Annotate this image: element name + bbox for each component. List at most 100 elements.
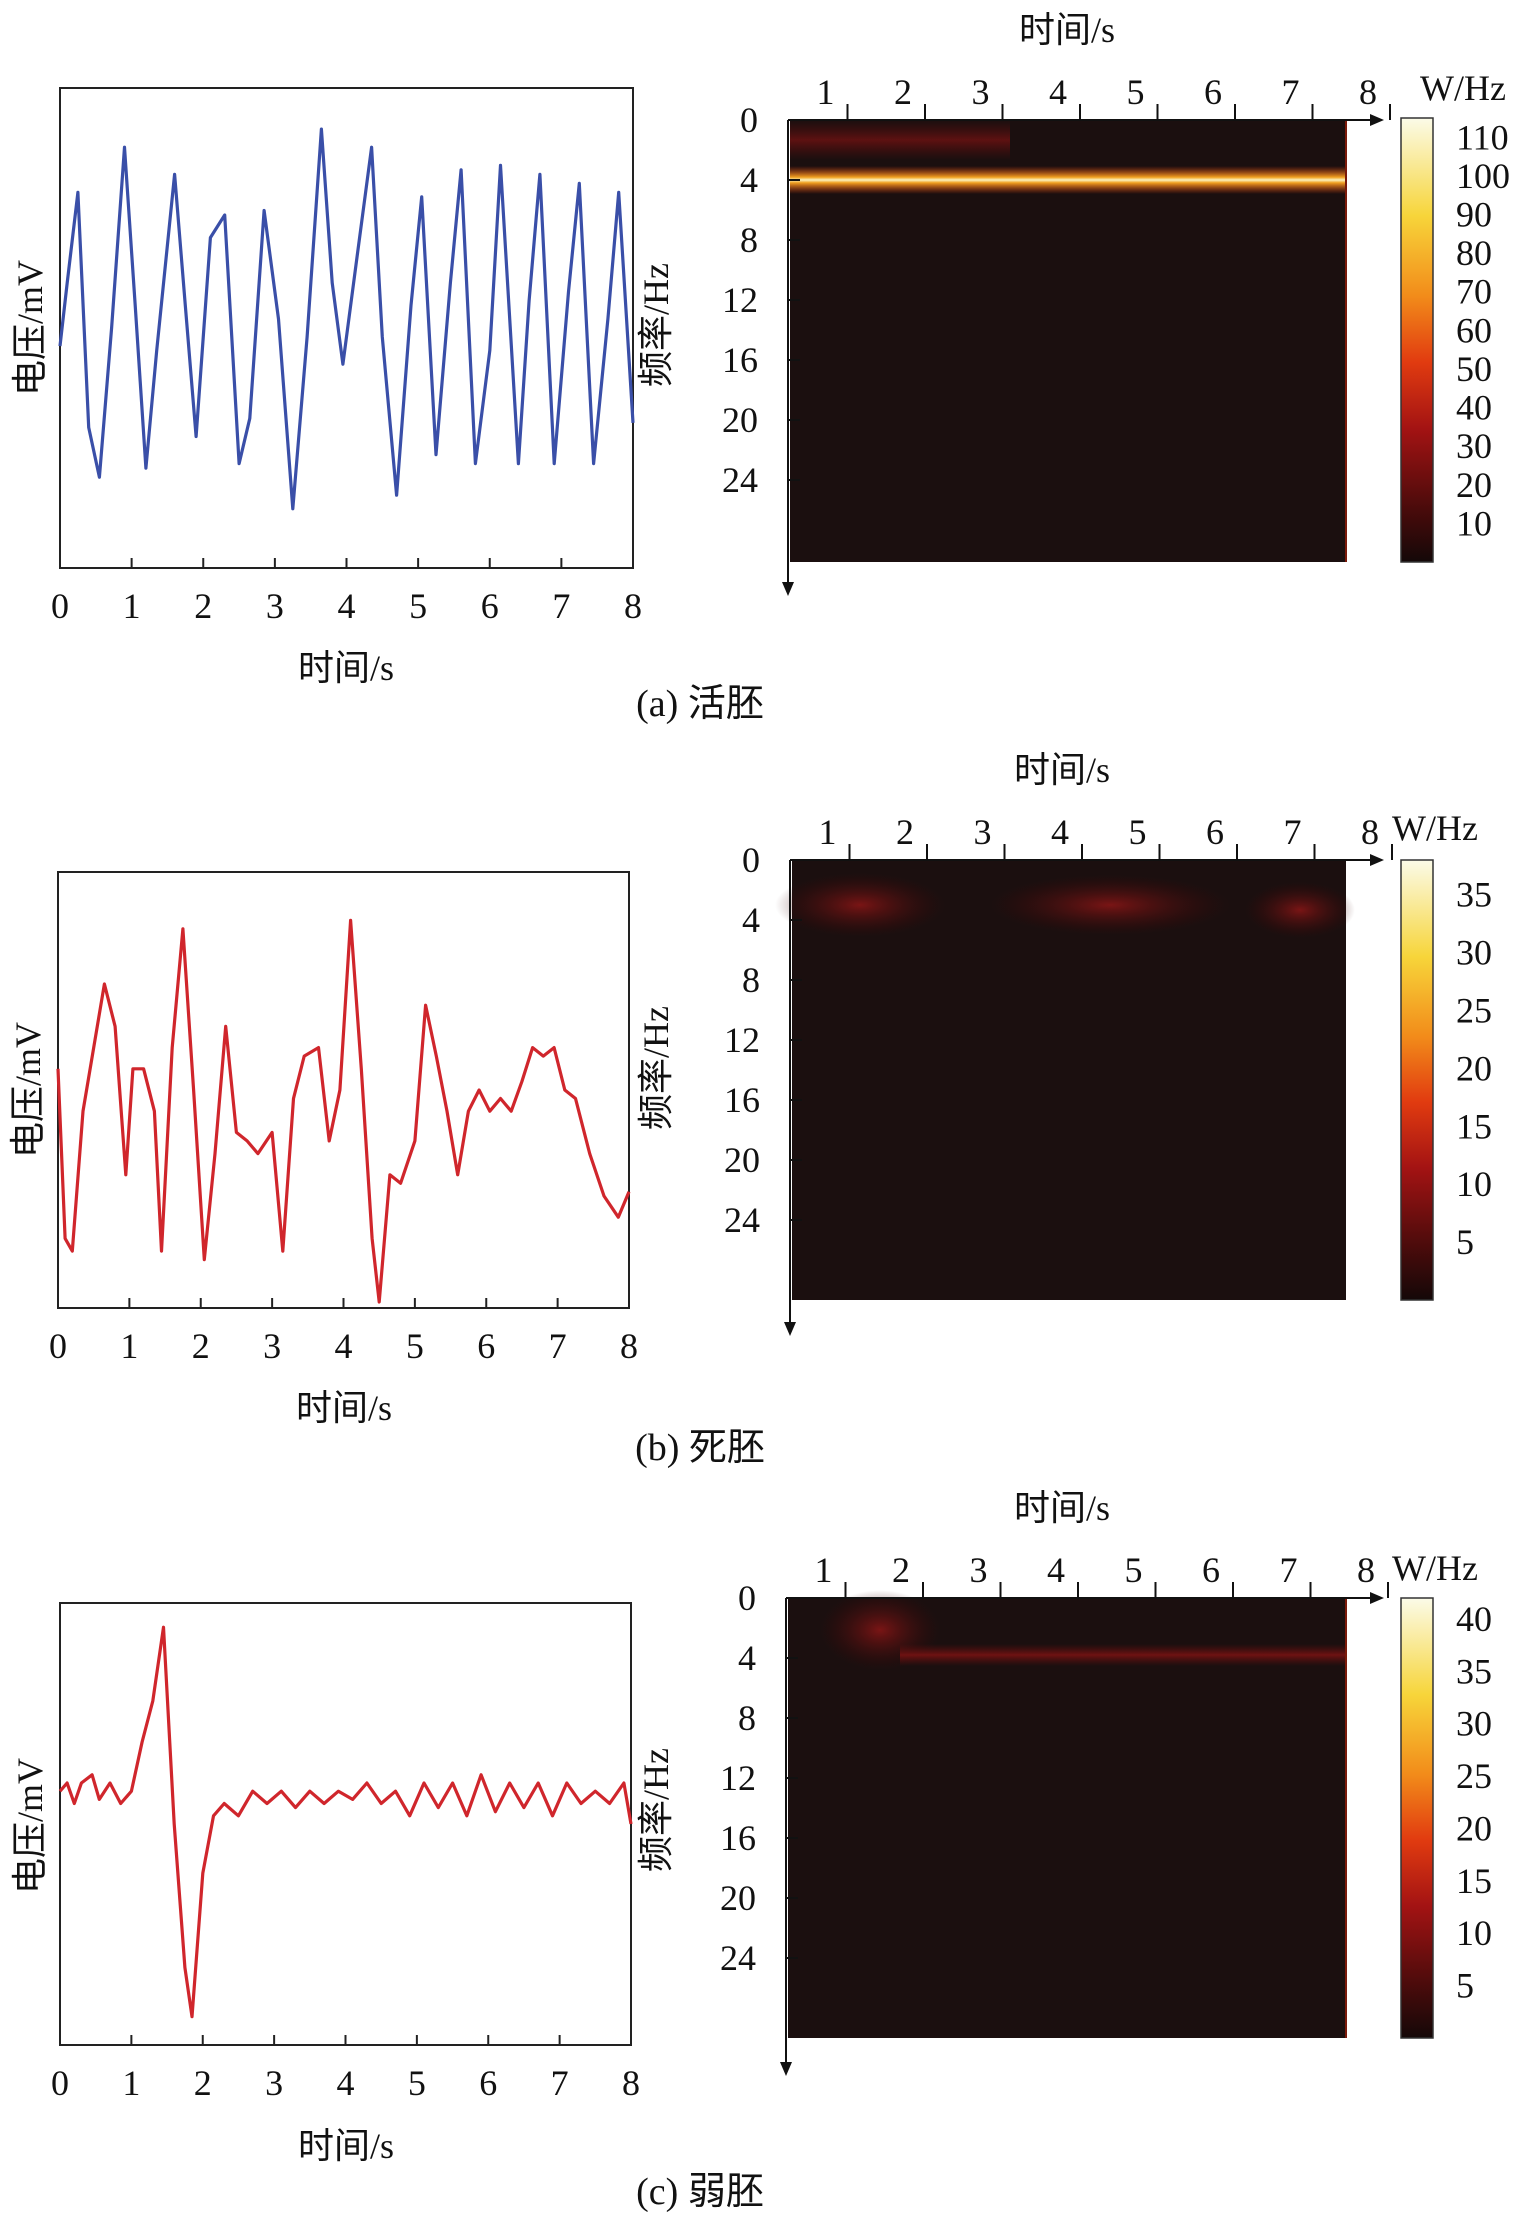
colorbar-tick-label: 110 <box>1456 117 1509 157</box>
x-axis-label: 时间/s <box>1014 1488 1110 1528</box>
x-tick-label: 4 <box>338 586 356 626</box>
colorbar-tick-label: 70 <box>1456 272 1492 312</box>
signal-chart-c: 0 1 2 3 4 5 6 7 8 时间/s 电压/mV <box>10 1602 640 2166</box>
band-4hz <box>900 1644 1346 1666</box>
y-tick-label: 4 <box>740 160 758 200</box>
x-tick-label: 5 <box>1125 1550 1143 1590</box>
x-tick-label: 2 <box>896 812 914 852</box>
x-tick-label: 6 <box>1202 1550 1220 1590</box>
y-tick-label: 20 <box>720 1878 756 1918</box>
y-tick-label: 0 <box>738 1578 756 1618</box>
x-ticks: 0 1 2 3 4 5 6 7 8 <box>49 1298 638 1366</box>
x-ticks: 1 2 3 4 5 6 7 8 <box>819 812 1393 860</box>
x-ticks: 0 1 2 3 4 5 6 7 8 <box>51 2035 640 2103</box>
x-tick-label: 8 <box>622 2063 640 2103</box>
colorbar-tick-label: 35 <box>1456 875 1492 915</box>
x-tick-label: 4 <box>1049 72 1067 112</box>
colorbar-unit: W/Hz <box>1392 1548 1478 1588</box>
y-axis-label: 频率/Hz <box>636 1006 676 1130</box>
y-arrow-head <box>784 1322 796 1336</box>
colorbar-tick-label: 100 <box>1456 156 1510 196</box>
x-tick-label: 6 <box>481 586 499 626</box>
signal-chart-a: 0 1 2 3 4 5 6 7 8 时间/s 电压/mV <box>10 87 642 688</box>
x-tick-label: 8 <box>1359 72 1377 112</box>
y-tick-label: 24 <box>720 1938 756 1978</box>
x-tick-label: 1 <box>120 1326 138 1366</box>
x-tick-label: 0 <box>51 2063 69 2103</box>
colorbar-tick-label: 30 <box>1456 933 1492 973</box>
x-tick-label: 2 <box>894 72 912 112</box>
x-tick-label: 5 <box>1129 812 1147 852</box>
x-tick-label: 6 <box>1204 72 1222 112</box>
y-axis-label: 电压/mV <box>10 260 50 396</box>
x-tick-label: 2 <box>192 1326 210 1366</box>
x-tick-label: 4 <box>1047 1550 1065 1590</box>
y-axis-label: 频率/Hz <box>636 263 676 387</box>
colorbar-tick-label: 40 <box>1456 1599 1492 1639</box>
colorbar-tick-label: 50 <box>1456 349 1492 389</box>
colorbar-ticks: 40 35 30 25 20 15 10 5 <box>1456 1599 1492 2006</box>
x-tick-label: 2 <box>194 586 212 626</box>
colorbar-tick-label: 25 <box>1456 1756 1492 1796</box>
x-arrow-head <box>1370 1592 1384 1604</box>
x-tick-label: 8 <box>1361 812 1379 852</box>
y-tick-label: 12 <box>720 1758 756 1798</box>
energy-blob-2 <box>990 875 1230 935</box>
signal-line <box>58 127 635 511</box>
x-tick-label: 8 <box>1357 1550 1375 1590</box>
y-tick-label: 16 <box>724 1080 760 1120</box>
x-tick-label: 0 <box>51 586 69 626</box>
y-tick-label: 0 <box>740 100 758 140</box>
colorbar-tick-label: 20 <box>1456 1808 1492 1848</box>
x-tick-label: 3 <box>970 1550 988 1590</box>
x-tick-label: 5 <box>408 2063 426 2103</box>
colorbar-tick-label: 40 <box>1456 388 1492 428</box>
x-tick-label: 6 <box>477 1326 495 1366</box>
y-tick-label: 8 <box>740 220 758 260</box>
x-tick-label: 3 <box>266 586 284 626</box>
x-tick-label: 1 <box>123 586 141 626</box>
y-ticks: 0 4 8 12 16 20 24 <box>720 1578 798 1978</box>
colorbar-unit: W/Hz <box>1392 808 1478 848</box>
colorbar-tick-label: 30 <box>1456 1704 1492 1744</box>
colorbar-tick-label: 35 <box>1456 1651 1492 1691</box>
y-tick-label: 16 <box>720 1818 756 1858</box>
caption-c: (c) 弱胚 <box>636 2171 764 2213</box>
signal-line <box>58 1625 633 2019</box>
y-arrow-head <box>780 2062 792 2076</box>
colorbar-tick-label: 60 <box>1456 310 1492 350</box>
x-tick-label: 5 <box>1127 72 1145 112</box>
colorbar-tick-label: 10 <box>1456 1164 1492 1204</box>
colorbar <box>1400 859 1434 1301</box>
x-axis-label: 时间/s <box>296 1388 392 1428</box>
band-4hz <box>790 166 1346 194</box>
y-tick-label: 8 <box>742 960 760 1000</box>
x-tick-label: 0 <box>49 1326 67 1366</box>
y-ticks: 0 4 8 12 16 20 24 <box>722 100 800 500</box>
colorbar-tick-label: 5 <box>1456 1966 1474 2006</box>
caption-b: (b) 死胚 <box>635 1427 765 1469</box>
colorbar-tick-label: 90 <box>1456 195 1492 235</box>
heatmap-area <box>788 1598 1346 2038</box>
caption-a: (a) 活胚 <box>636 683 764 725</box>
colorbar-tick-label: 30 <box>1456 426 1492 466</box>
x-tick-label: 5 <box>409 586 427 626</box>
x-axis-label: 时间/s <box>1014 750 1110 790</box>
plot-frame <box>57 871 630 1309</box>
y-tick-label: 12 <box>722 280 758 320</box>
x-ticks: 1 2 3 4 5 6 7 8 <box>817 72 1391 120</box>
x-tick-label: 1 <box>817 72 835 112</box>
colorbar-tick-label: 5 <box>1456 1222 1474 1262</box>
colorbar-tick-label: 25 <box>1456 991 1492 1031</box>
colorbar-tick-label: 10 <box>1456 1913 1492 1953</box>
y-tick-label: 4 <box>738 1638 756 1678</box>
x-tick-label: 4 <box>335 1326 353 1366</box>
energy-blob-3 <box>1245 882 1355 938</box>
x-tick-label: 1 <box>819 812 837 852</box>
